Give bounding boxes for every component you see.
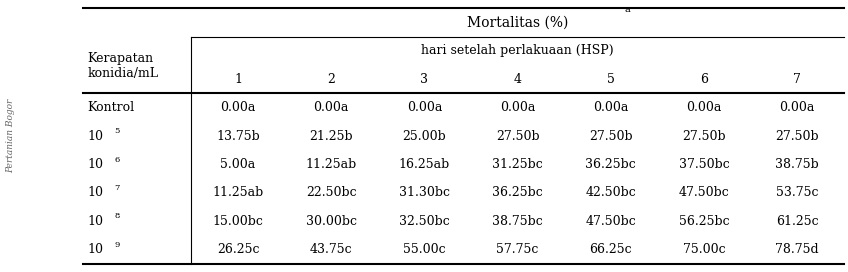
Text: 57.75c: 57.75c (496, 243, 538, 256)
Text: 0.00a: 0.00a (314, 101, 349, 114)
Text: 43.75c: 43.75c (310, 243, 353, 256)
Text: 11.25ab: 11.25ab (213, 186, 264, 199)
Text: 11.25ab: 11.25ab (305, 158, 357, 171)
Text: 30.00bc: 30.00bc (306, 215, 357, 228)
Text: 10: 10 (87, 243, 103, 256)
Text: 47.50bc: 47.50bc (585, 215, 636, 228)
Text: a: a (624, 5, 630, 14)
Text: 61.25c: 61.25c (776, 215, 818, 228)
Text: 27.50b: 27.50b (775, 129, 819, 143)
Text: 56.25bc: 56.25bc (678, 215, 729, 228)
Text: 27.50b: 27.50b (683, 129, 726, 143)
Text: 36.25bc: 36.25bc (493, 186, 543, 199)
Text: Pertanian Bogor: Pertanian Bogor (6, 99, 14, 173)
Text: 21.25b: 21.25b (310, 129, 353, 143)
Text: 36.25bc: 36.25bc (585, 158, 636, 171)
Text: 5: 5 (607, 73, 615, 86)
Text: Kontrol: Kontrol (87, 101, 135, 114)
Text: 5.00a: 5.00a (220, 158, 256, 171)
Text: 4: 4 (514, 73, 522, 86)
Text: 0.00a: 0.00a (779, 101, 815, 114)
Text: 15.00bc: 15.00bc (213, 215, 264, 228)
Text: 7: 7 (794, 73, 801, 86)
Text: 78.75d: 78.75d (775, 243, 819, 256)
Text: 27.50b: 27.50b (496, 129, 539, 143)
Text: 37.50bc: 37.50bc (678, 158, 729, 171)
Text: 31.25bc: 31.25bc (493, 158, 543, 171)
Text: 1: 1 (234, 73, 242, 86)
Text: 47.50bc: 47.50bc (678, 186, 729, 199)
Text: Kerapatan: Kerapatan (87, 52, 153, 65)
Text: 31.30bc: 31.30bc (399, 186, 450, 199)
Text: 32.50bc: 32.50bc (399, 215, 449, 228)
Text: 16.25ab: 16.25ab (399, 158, 450, 171)
Text: 5: 5 (114, 127, 120, 135)
Text: 6: 6 (700, 73, 708, 86)
Text: 10: 10 (87, 215, 103, 228)
Text: 13.75b: 13.75b (216, 129, 260, 143)
Text: 75.00c: 75.00c (683, 243, 725, 256)
Text: 7: 7 (114, 184, 120, 192)
Text: 25.00b: 25.00b (403, 129, 446, 143)
Text: 2: 2 (327, 73, 335, 86)
Text: 22.50bc: 22.50bc (306, 186, 356, 199)
Text: Mortalitas (%): Mortalitas (%) (467, 15, 568, 29)
Text: 0.00a: 0.00a (220, 101, 256, 114)
Text: 27.50b: 27.50b (589, 129, 633, 143)
Text: 6: 6 (114, 156, 120, 163)
Text: 10: 10 (87, 129, 103, 143)
Text: 55.00c: 55.00c (403, 243, 446, 256)
Text: 26.25c: 26.25c (217, 243, 259, 256)
Text: 38.75b: 38.75b (775, 158, 819, 171)
Text: 38.75bc: 38.75bc (493, 215, 543, 228)
Text: 42.50bc: 42.50bc (585, 186, 636, 199)
Text: 10: 10 (87, 186, 103, 199)
Text: 0.00a: 0.00a (407, 101, 442, 114)
Text: 8: 8 (114, 212, 120, 220)
Text: 9: 9 (114, 241, 120, 249)
Text: 0.00a: 0.00a (593, 101, 628, 114)
Text: 0.00a: 0.00a (686, 101, 722, 114)
Text: konidia/mL: konidia/mL (87, 67, 159, 80)
Text: 0.00a: 0.00a (500, 101, 535, 114)
Text: 53.75c: 53.75c (776, 186, 818, 199)
Text: 10: 10 (87, 158, 103, 171)
Text: hari setelah perlakuaan (HSP): hari setelah perlakuaan (HSP) (421, 44, 614, 57)
Text: 3: 3 (421, 73, 428, 86)
Text: 66.25c: 66.25c (589, 243, 632, 256)
